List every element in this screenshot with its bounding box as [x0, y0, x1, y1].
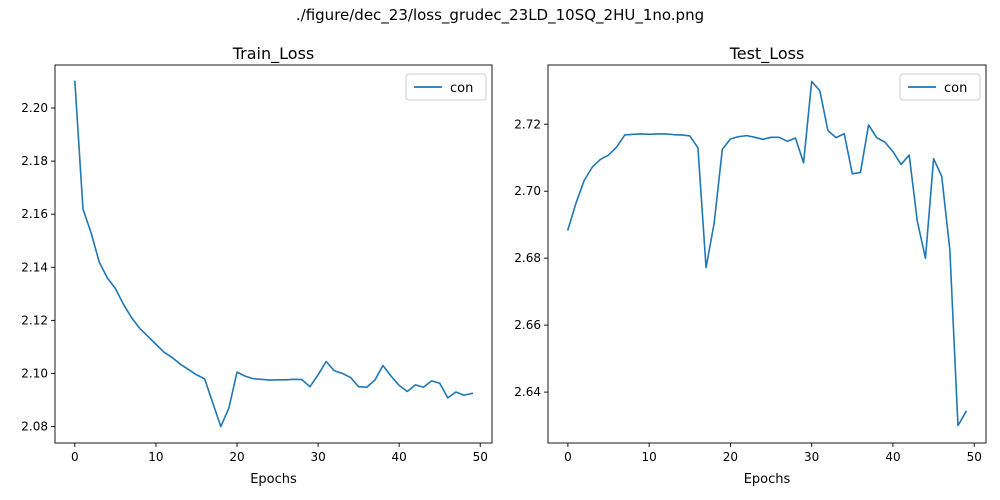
x-tick-label: 30	[804, 450, 819, 464]
legend-label-test: con	[944, 81, 967, 96]
x-tick-label: 50	[967, 450, 982, 464]
y-tick-label: 2.12	[21, 313, 48, 327]
y-tick-label: 2.16	[21, 207, 48, 221]
y-tick-label: 2.70	[514, 184, 541, 198]
x-tick-label: 10	[148, 450, 163, 464]
x-tick-label: 0	[564, 450, 572, 464]
x-axis-label-train: Epochs	[250, 472, 297, 487]
x-axis-label-test: Epochs	[744, 472, 791, 487]
chart-test: Test_Loss 0 10 20 30 40 50 2.64 2.66 2.68 2.70 2.72…	[514, 44, 987, 487]
y-tick-label: 2.66	[514, 318, 541, 332]
series-line-train	[74, 80, 474, 428]
x-tick-label: 0	[71, 450, 79, 464]
x-tick-label: 40	[392, 450, 407, 464]
y-tick-label: 2.20	[21, 101, 48, 115]
legend-box-train	[405, 73, 487, 101]
plot-title-test: Test_Loss	[729, 44, 805, 64]
y-tick-label: 2.18	[21, 154, 48, 168]
legend-label-train: con	[450, 81, 473, 96]
plot-title-train: Train_Loss	[232, 44, 314, 64]
figure-suptitle: ./figure/dec_23/loss_grudec_23LD_10SQ_2H…	[295, 6, 705, 24]
y-tick-label: 2.64	[514, 385, 541, 399]
x-tick-label: 40	[885, 450, 900, 464]
x-tick-label: 50	[473, 450, 488, 464]
y-tick-label: 2.14	[21, 260, 48, 274]
y-tick-label: 2.72	[514, 117, 541, 131]
y-tick-label: 2.10	[21, 366, 48, 380]
series-line-test	[566, 80, 968, 427]
axes-frame-test	[547, 64, 987, 444]
chart-train: Train_Loss 0 10 20 30 40 50 2.08 2.10 2.12 2.14 2.1…	[21, 44, 493, 487]
x-tick-label: 10	[642, 450, 657, 464]
x-tick-label: 20	[723, 450, 738, 464]
legend-box-test	[899, 73, 981, 101]
y-tick-label: 2.68	[514, 251, 541, 265]
axes-frame-train	[54, 64, 493, 444]
x-tick-label: 30	[310, 450, 325, 464]
y-tick-label: 2.08	[21, 420, 48, 434]
x-tick-label: 20	[229, 450, 244, 464]
